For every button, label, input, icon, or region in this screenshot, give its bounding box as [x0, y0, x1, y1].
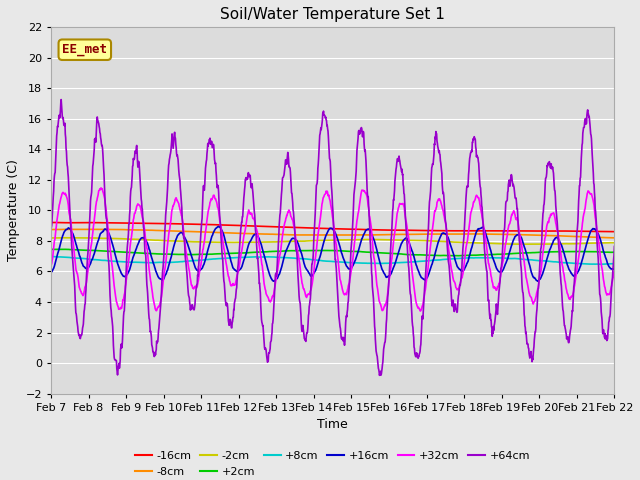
Text: EE_met: EE_met — [62, 43, 108, 56]
Y-axis label: Temperature (C): Temperature (C) — [7, 159, 20, 262]
X-axis label: Time: Time — [317, 418, 348, 431]
Legend: -16cm, -8cm, -2cm, +2cm, +8cm, +16cm, +32cm, +64cm: -16cm, -8cm, -2cm, +2cm, +8cm, +16cm, +3… — [131, 447, 534, 480]
Title: Soil/Water Temperature Set 1: Soil/Water Temperature Set 1 — [220, 7, 445, 22]
